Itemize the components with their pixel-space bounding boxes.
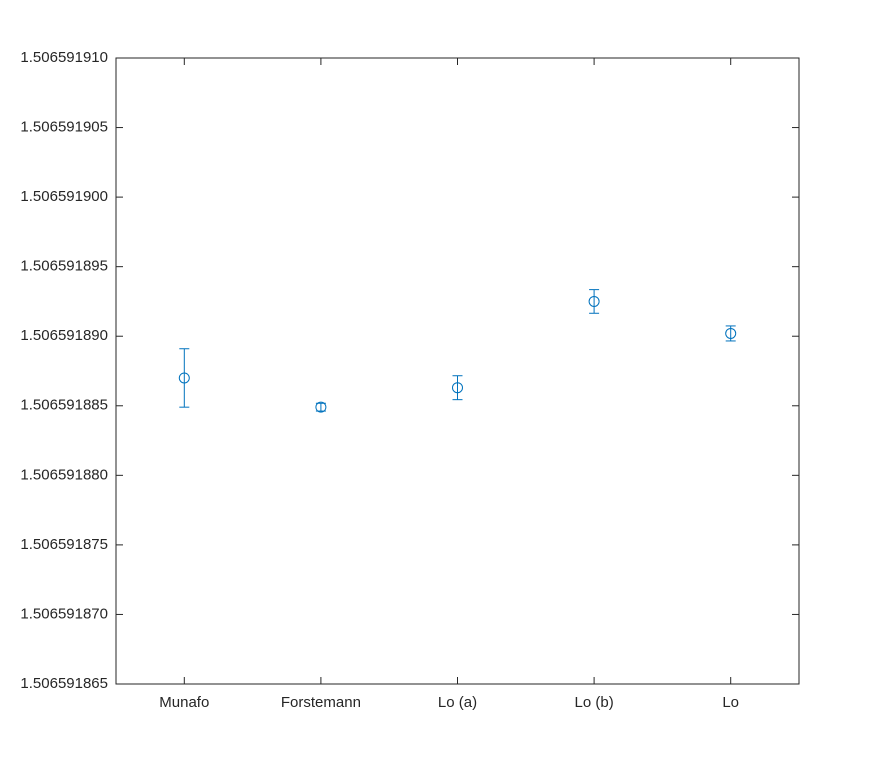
plot-box <box>115 57 800 685</box>
x-tick-label: Forstemann <box>281 694 361 711</box>
y-tick-label: 1.506591890 <box>20 327 108 344</box>
y-tick-label: 1.506591900 <box>20 188 108 205</box>
point <box>452 382 463 394</box>
y-tick-label: 1.506591880 <box>20 466 108 483</box>
point <box>315 401 327 413</box>
y-tick-label: 1.506591910 <box>20 49 108 66</box>
point <box>178 372 190 384</box>
y-tick-label: 1.506591885 <box>20 397 108 414</box>
y-tick-label: 1.506591875 <box>20 536 108 553</box>
y-tick-label: 1.506591865 <box>20 675 108 692</box>
x-tick-label: Lo <box>722 694 739 711</box>
x-tick-label: Munafo <box>159 694 209 711</box>
point <box>725 327 737 339</box>
x-tick-label: Lo (a) <box>438 694 477 711</box>
x-tick-label: Lo (b) <box>575 694 614 711</box>
y-tick-label: 1.506591895 <box>20 258 108 275</box>
y-tick-label: 1.506591905 <box>20 119 108 136</box>
y-tick-label: 1.506591870 <box>20 605 108 622</box>
point <box>588 295 600 307</box>
